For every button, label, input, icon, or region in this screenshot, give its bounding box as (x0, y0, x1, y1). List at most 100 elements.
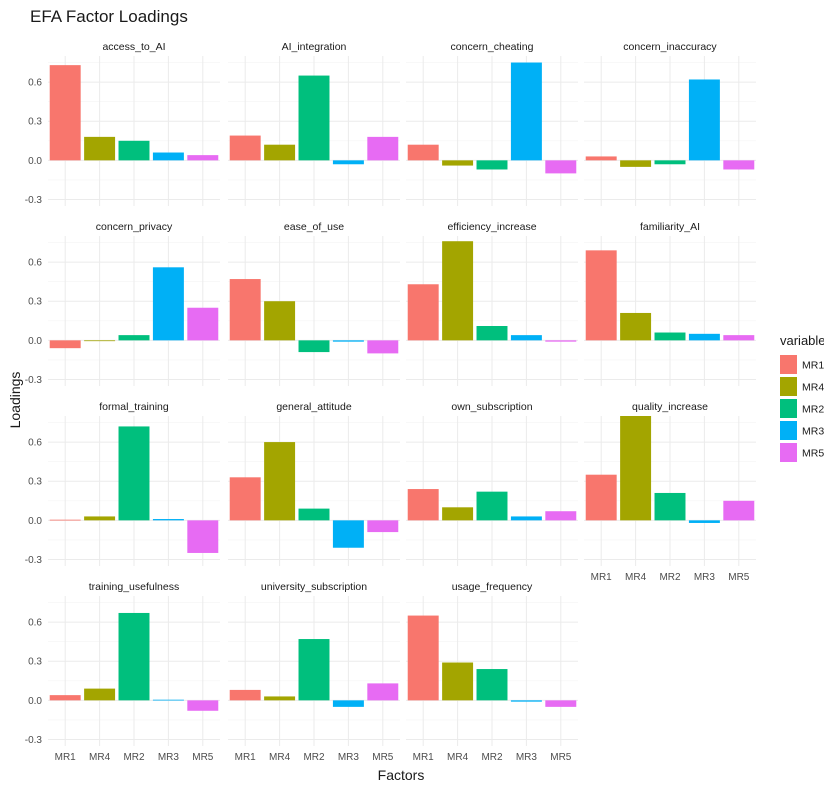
bar-familiarity_AI-MR4 (620, 312, 652, 341)
facet-strip-label: efficiency_increase (447, 221, 536, 233)
bar-efficiency_increase-MR4 (442, 241, 474, 341)
facet-panel-familiarity_AI: familiarity_AI (584, 221, 756, 386)
bar-training_usefulness-MR3 (152, 699, 184, 701)
bar-usage_frequency-MR3 (510, 700, 542, 702)
y-tick-label: 0.6 (28, 618, 42, 629)
x-tick-label: MR4 (89, 752, 111, 763)
legend-label-MR5: MR5 (802, 448, 824, 460)
y-tick-label: 0.0 (28, 336, 42, 347)
bar-access_to_AI-MR3 (152, 152, 184, 161)
legend-key-MR4 (780, 377, 797, 396)
y-tick-label: 0.3 (28, 117, 42, 128)
bar-concern_inaccuracy-MR3 (688, 79, 720, 161)
legend-title: variable (780, 333, 824, 348)
bar-formal_training-MR2 (118, 426, 150, 521)
bar-concern_inaccuracy-MR5 (723, 160, 755, 170)
x-tick-label: MR1 (413, 752, 435, 763)
bar-training_usefulness-MR5 (187, 700, 219, 711)
facet-strip-label: concern_cheating (451, 41, 534, 53)
y-tick-label: 0.0 (28, 516, 42, 527)
facet-panel-general_attitude: general_attitude (228, 401, 400, 566)
bar-general_attitude-MR3 (332, 520, 364, 548)
bar-own_subscription-MR1 (407, 489, 439, 521)
bar-own_subscription-MR2 (476, 491, 508, 521)
facet-strip-label: formal_training (99, 401, 169, 413)
legend-key-MR1 (780, 355, 797, 374)
legend: variable MR1 MR4 MR2 MR3 MR5 (780, 333, 824, 462)
bar-university_subscription-MR1 (229, 689, 261, 701)
bar-concern_cheating-MR4 (442, 160, 474, 166)
bar-own_subscription-MR4 (442, 507, 474, 521)
bar-concern_inaccuracy-MR1 (585, 156, 617, 161)
facet-panel-university_subscription: university_subscription MR1 MR4 MR2 MR3 MR5 (228, 581, 400, 763)
facet-panel-concern_cheating: concern_cheating (406, 41, 578, 206)
bar-university_subscription-MR3 (332, 700, 364, 707)
x-tick-label: MR2 (481, 752, 503, 763)
bar-general_attitude-MR5 (367, 520, 399, 533)
bar-familiarity_AI-MR1 (585, 250, 617, 341)
y-tick-label: -0.3 (25, 375, 43, 386)
facet-panel-concern_inaccuracy: concern_inaccuracy (584, 41, 756, 206)
facet-panel-usage_frequency: usage_frequency MR1 MR4 MR2 MR3 MR5 (406, 581, 578, 763)
bar-access_to_AI-MR1 (49, 65, 81, 161)
bar-ease_of_use-MR1 (229, 279, 261, 341)
legend-label-MR4: MR4 (802, 382, 824, 394)
bar-AI_integration-MR3 (332, 160, 364, 165)
y-tick-label: -0.3 (25, 195, 43, 206)
y-tick-label: 0.6 (28, 258, 42, 269)
x-tick-label: MR4 (269, 752, 291, 763)
bar-general_attitude-MR2 (298, 508, 330, 521)
bar-concern_privacy-MR1 (49, 340, 81, 349)
facet-panels: access_to_AI0.60.30.0-0.3AI_integration c… (25, 41, 756, 763)
bar-concern_privacy-MR3 (152, 267, 184, 341)
bar-AI_integration-MR2 (298, 75, 330, 161)
bar-university_subscription-MR5 (367, 683, 399, 701)
bar-AI_integration-MR4 (264, 144, 296, 161)
bar-usage_frequency-MR5 (545, 700, 577, 707)
bar-usage_frequency-MR1 (407, 615, 439, 701)
bar-ease_of_use-MR4 (264, 301, 296, 341)
y-tick-label: 0.0 (28, 156, 42, 167)
x-tick-label: MR1 (235, 752, 257, 763)
x-tick-label: MR4 (625, 572, 647, 583)
bar-familiarity_AI-MR5 (723, 335, 755, 341)
facet-panel-AI_integration: AI_integration (228, 41, 400, 206)
bar-usage_frequency-MR2 (476, 669, 508, 701)
facet-panel-ease_of_use: ease_of_use (228, 221, 400, 386)
facet-strip-label: AI_integration (282, 41, 347, 53)
facet-panel-own_subscription: own_subscription (406, 401, 578, 566)
x-tick-label: MR5 (550, 752, 572, 763)
legend-label-MR2: MR2 (802, 404, 824, 416)
bar-general_attitude-MR4 (264, 442, 296, 521)
x-tick-label: MR4 (447, 752, 469, 763)
bar-quality_increase-MR2 (654, 492, 686, 521)
x-tick-label: MR1 (55, 752, 77, 763)
x-tick-label: MR2 (123, 752, 145, 763)
bar-access_to_AI-MR2 (118, 140, 150, 161)
bar-own_subscription-MR5 (545, 511, 577, 521)
y-tick-label: 0.0 (28, 696, 42, 707)
facet-strip-label: usage_frequency (452, 581, 533, 593)
bar-access_to_AI-MR5 (187, 155, 219, 161)
bar-concern_privacy-MR5 (187, 307, 219, 341)
bar-AI_integration-MR1 (229, 135, 261, 161)
chart-title: EFA Factor Loadings (30, 7, 188, 26)
facet-strip-label: own_subscription (451, 401, 532, 413)
legend-key-MR3 (780, 421, 797, 440)
bar-access_to_AI-MR4 (84, 136, 116, 161)
bar-university_subscription-MR4 (264, 696, 296, 701)
x-tick-label: MR3 (694, 572, 716, 583)
facet-strip-label: concern_privacy (96, 221, 173, 233)
bar-concern_cheating-MR5 (545, 160, 577, 174)
facet-strip-label: training_usefulness (89, 581, 179, 593)
x-tick-label: MR5 (728, 572, 750, 583)
x-tick-label: MR5 (372, 752, 394, 763)
bar-concern_inaccuracy-MR4 (620, 160, 652, 167)
bar-formal_training-MR4 (84, 516, 116, 521)
bar-university_subscription-MR2 (298, 639, 330, 701)
facet-strip-label: quality_increase (632, 401, 708, 413)
bar-formal_training-MR1 (49, 519, 81, 521)
bar-ease_of_use-MR2 (298, 340, 330, 353)
facet-strip-label: university_subscription (261, 581, 367, 593)
